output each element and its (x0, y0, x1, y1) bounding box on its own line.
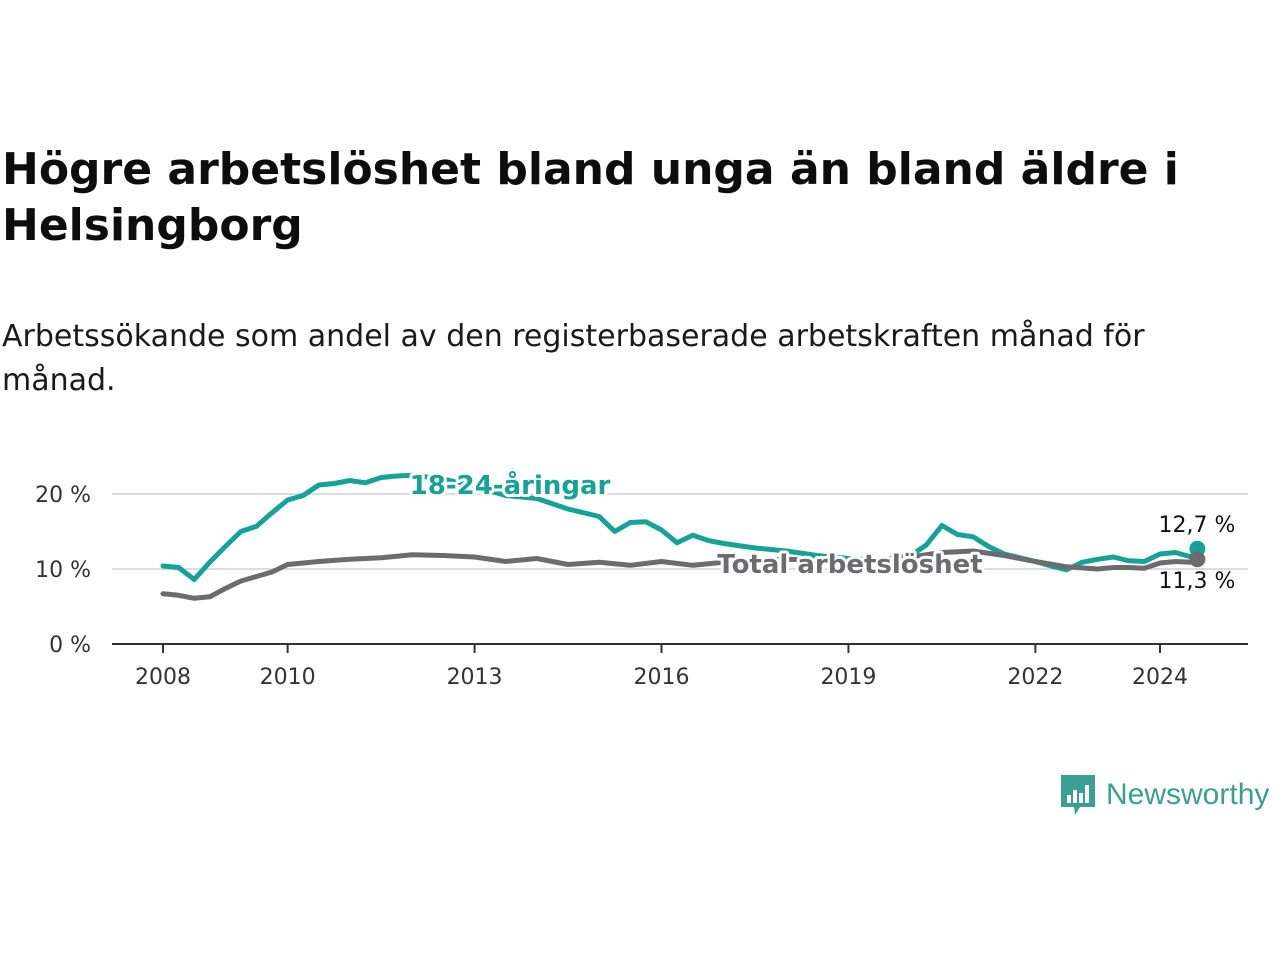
bar-chart-speech-bubble-icon (1061, 775, 1095, 815)
newsworthy-logo: Newsworthy (1058, 772, 1269, 818)
series-end-label-0: 12,7 % (1159, 513, 1236, 538)
x-tick-label-2016: 2016 (634, 665, 690, 690)
label-layer: 18-24-åringar Total arbetslöshet 12,7 % 11,… (407, 466, 1236, 594)
chart-title: Högre arbetslöshet bland unga än bland ä… (2, 144, 1179, 251)
x-tick-label-2019: 2019 (820, 665, 876, 690)
series-name-label-1: Total arbetslöshet (717, 550, 982, 580)
chart-subtitle: Arbetssökande som andel av den registerb… (2, 319, 1145, 398)
series-line-1 (160, 548, 1200, 601)
axis-layer: 0 % 10 % 20 % 2008 2010 2013 2016 2019 2022 2024 (35, 483, 1248, 690)
series-endpoint-1 (1189, 551, 1206, 568)
x-tick-label-2013: 2013 (447, 665, 503, 690)
series-end-label-1: 11,3 % (1159, 569, 1236, 594)
y-tick-label-0: 0 % (49, 633, 91, 658)
y-tick-label-10: 10 % (35, 558, 91, 583)
y-tick-label-20: 20 % (35, 483, 91, 508)
series-name-label-0: 18-24-åringar (410, 469, 611, 501)
series-layer (160, 472, 1206, 601)
brand-name: Newsworthy (1106, 778, 1270, 811)
series-line-0 (160, 472, 1200, 582)
x-tick-label-2022: 2022 (1007, 665, 1063, 690)
x-tick-label-2024: 2024 (1132, 665, 1188, 690)
x-tick-label-2010: 2010 (260, 665, 316, 690)
x-tick-label-2008: 2008 (135, 665, 191, 690)
